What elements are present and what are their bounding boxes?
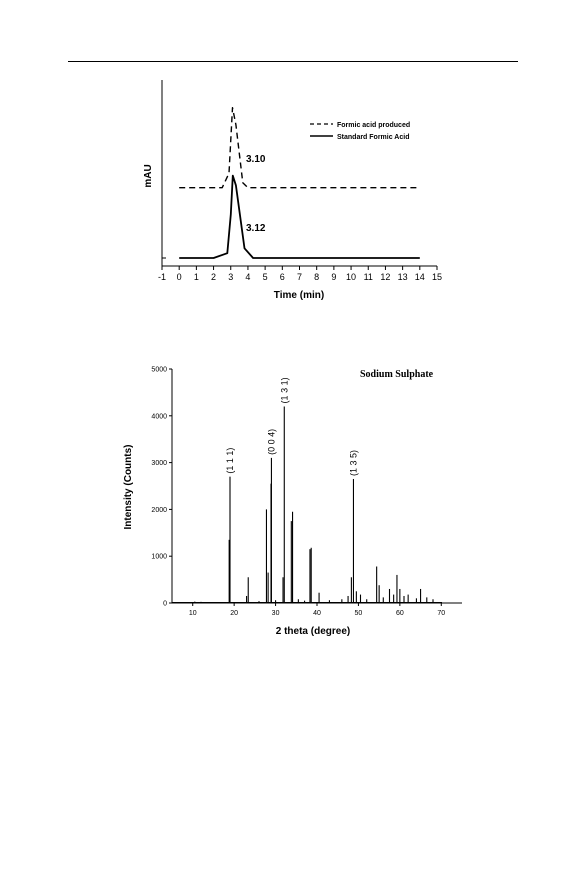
xrd-x-axis-label: 2 theta (degree) [276, 626, 350, 637]
xrd-x-tick-label: 20 [230, 610, 238, 617]
hplc-x-tick-label: 9 [331, 272, 336, 282]
xrd-title: Sodium Sulphate [360, 369, 434, 380]
xrd-y-tick-label: 5000 [151, 367, 167, 374]
legend-label-standard-formic-acid: Standard Formic Acid [337, 134, 409, 141]
hplc-x-tick-label: 10 [346, 272, 356, 282]
xrd-y-tick-label: 1000 [151, 554, 167, 561]
xrd-x-tick-label: 60 [396, 610, 404, 617]
xrd-y-axis-label: Intensity (Counts) [123, 445, 134, 530]
xrd-y-tick-label: 4000 [151, 413, 167, 420]
hplc-x-tick-label: 5 [263, 272, 268, 282]
hplc-x-tick-label: 12 [380, 272, 390, 282]
hplc-x-tick-label: 14 [415, 272, 425, 282]
hplc-x-tick-label: 3 [228, 272, 233, 282]
xrd-y-tick-label: 3000 [151, 460, 167, 467]
xrd-x-tick-label: 70 [437, 610, 445, 617]
xrd-x-tick-label: 10 [189, 610, 197, 617]
xrd-hkl-label: (1 3 1) [279, 377, 289, 403]
legend-label-formic-acid-produced: Formic acid produced [337, 122, 410, 129]
xrd-peaks [172, 406, 442, 603]
hplc-x-tick-label: 13 [398, 272, 408, 282]
xrd-hkl-label: (1 1 1) [225, 448, 235, 474]
hplc-x-tick-label: 0 [177, 272, 182, 282]
hplc-x-tick-label: 4 [245, 272, 250, 282]
xrd-axes [171, 369, 462, 604]
header-rule [68, 61, 518, 62]
hplc-x-tick-label: 11 [364, 272, 373, 282]
xrd-y-tick-label: 2000 [151, 507, 167, 514]
hplc-series [179, 106, 420, 259]
hplc-x-tick-label: -1 [158, 272, 166, 282]
xrd-x-tick-label: 30 [272, 610, 280, 617]
xrd-hkl-labels: (1 1 1) (0 0 4) (1 3 1) (1 3 5) [225, 377, 358, 476]
xrd-y-tick-label: 0 [163, 601, 167, 608]
xrd-x-tick-label: 40 [313, 610, 321, 617]
series-formic-acid-produced [179, 106, 420, 189]
xrd-ticks: 0 1000 2000 3000 4000 5000 10 20 30 40 50 60 70 [151, 367, 445, 618]
hplc-x-tick-label: 7 [297, 272, 302, 282]
series-standard-formic-acid [179, 174, 420, 259]
xrd-hkl-label: (1 3 5) [348, 450, 358, 476]
hplc-x-tick-label: 2 [211, 272, 216, 282]
hplc-ticks: -1 0 1 2 3 4 5 6 7 8 9 10 11 12 13 14 15 [158, 266, 442, 282]
hplc-x-tick-label: 6 [280, 272, 285, 282]
hplc-y-axis-label: mAU [143, 164, 154, 187]
xrd-hkl-label: (0 0 4) [266, 429, 276, 455]
hplc-x-tick-label: 15 [432, 272, 442, 282]
peak-label-3-12: 3.12 [246, 223, 266, 234]
hplc-x-tick-label: 8 [314, 272, 319, 282]
hplc-x-axis-label: Time (min) [274, 290, 324, 301]
hplc-x-tick-label: 1 [194, 272, 199, 282]
peak-label-3-10: 3.10 [246, 154, 266, 165]
hplc-legend: Formic acid produced Standard Formic Aci… [310, 122, 410, 141]
xrd-x-tick-label: 50 [355, 610, 363, 617]
